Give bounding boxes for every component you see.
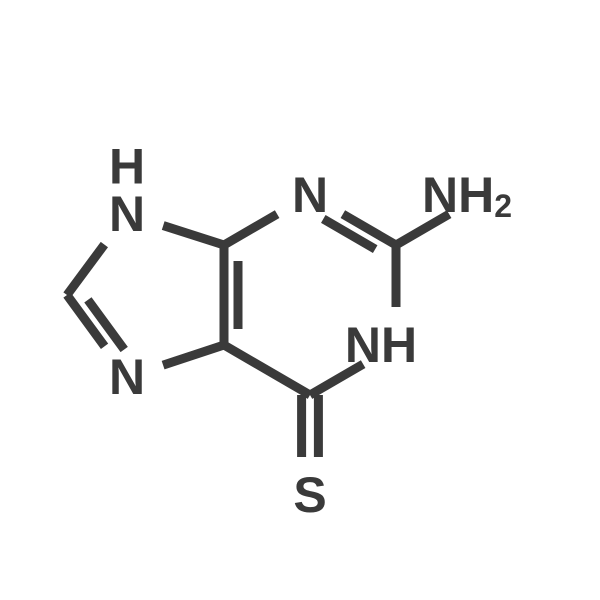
bond-line xyxy=(163,226,224,245)
atom-label: NH xyxy=(345,317,417,373)
atom-label: N xyxy=(292,167,328,223)
bond-line xyxy=(67,245,104,295)
bond-line xyxy=(224,345,310,395)
atom-label: S xyxy=(293,467,326,523)
molecule-diagram: NNHNHNSNH2 xyxy=(0,0,600,600)
bond-line xyxy=(163,345,224,365)
atom-label: NH2 xyxy=(422,167,512,224)
bond-line xyxy=(343,214,396,245)
atom-label: N xyxy=(109,349,145,405)
bond-line xyxy=(224,214,277,245)
atom-label: H xyxy=(109,139,145,195)
